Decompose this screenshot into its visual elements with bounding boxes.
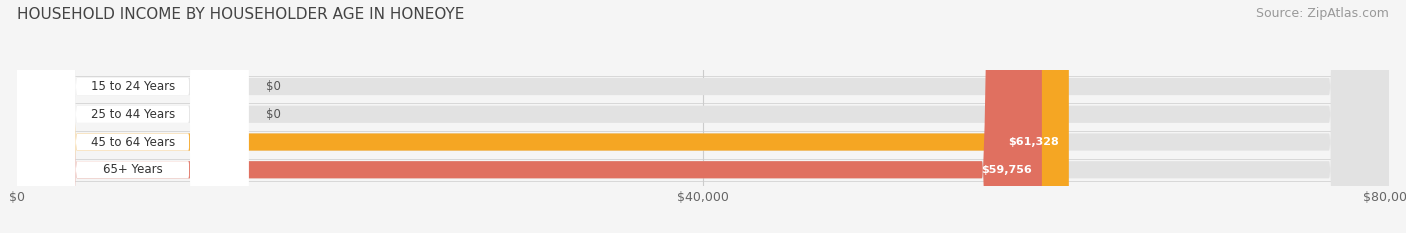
Text: $59,756: $59,756 — [981, 165, 1032, 175]
FancyBboxPatch shape — [17, 0, 1389, 233]
FancyBboxPatch shape — [17, 0, 249, 233]
Text: 25 to 44 Years: 25 to 44 Years — [90, 108, 174, 121]
FancyBboxPatch shape — [17, 0, 249, 233]
Text: 15 to 24 Years: 15 to 24 Years — [90, 80, 174, 93]
Text: $0: $0 — [266, 80, 280, 93]
FancyBboxPatch shape — [17, 0, 1389, 233]
FancyBboxPatch shape — [17, 0, 249, 233]
Text: Source: ZipAtlas.com: Source: ZipAtlas.com — [1256, 7, 1389, 20]
Text: 45 to 64 Years: 45 to 64 Years — [90, 136, 174, 148]
FancyBboxPatch shape — [17, 0, 1069, 233]
Text: HOUSEHOLD INCOME BY HOUSEHOLDER AGE IN HONEOYE: HOUSEHOLD INCOME BY HOUSEHOLDER AGE IN H… — [17, 7, 464, 22]
Text: $0: $0 — [266, 108, 280, 121]
Text: $61,328: $61,328 — [1008, 137, 1059, 147]
FancyBboxPatch shape — [17, 0, 1389, 233]
FancyBboxPatch shape — [17, 0, 249, 233]
Text: 65+ Years: 65+ Years — [103, 163, 163, 176]
FancyBboxPatch shape — [17, 0, 1042, 233]
FancyBboxPatch shape — [17, 0, 1389, 233]
